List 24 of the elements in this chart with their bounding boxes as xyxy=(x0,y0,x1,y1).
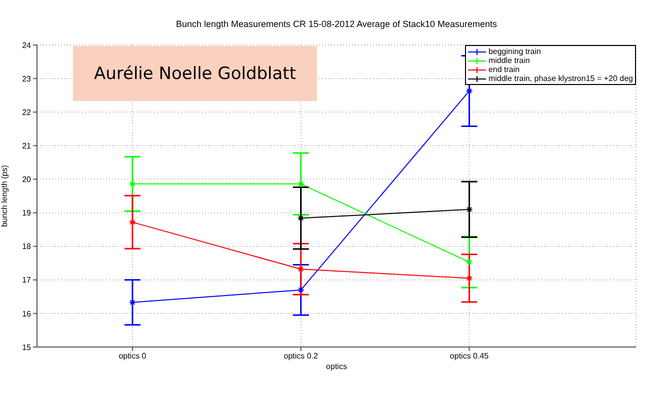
legend-label: end train xyxy=(488,65,520,74)
x-axis-title: optics xyxy=(326,362,347,371)
point xyxy=(297,286,304,294)
y-tick-label: 22 xyxy=(22,108,32,117)
y-tick-label: 21 xyxy=(22,142,32,151)
y-tick-label: 19 xyxy=(22,208,32,218)
legend-label: middle train xyxy=(488,56,530,65)
y-tick-label: 18 xyxy=(22,242,32,252)
x-tick-label: optics 0 xyxy=(118,352,147,361)
y-tick-label: 23 xyxy=(22,74,32,84)
legend-label: beggining train xyxy=(488,47,541,56)
x-tick-label: optics 0.45 xyxy=(450,352,490,361)
y-tick-label: 24 xyxy=(22,40,32,50)
annotation: Aurélie Noelle Goldblatt xyxy=(73,46,317,101)
point xyxy=(297,180,304,188)
chart-title: Bunch length Measurements CR 15-08-2012 Average of Stack10 Measurements xyxy=(176,19,498,29)
y-tick-label: 16 xyxy=(22,309,32,318)
y-tick-label: 20 xyxy=(22,175,32,184)
legend-label: middle train, phase klystron15 = +20 deg xyxy=(488,74,633,83)
y-tick-label: 15 xyxy=(22,342,32,352)
y-tick-label: 17 xyxy=(22,276,32,285)
x-tick-label: optics 0.2 xyxy=(284,352,319,361)
point xyxy=(297,266,304,273)
y-axis-title: bunch length (ps) xyxy=(0,164,9,227)
